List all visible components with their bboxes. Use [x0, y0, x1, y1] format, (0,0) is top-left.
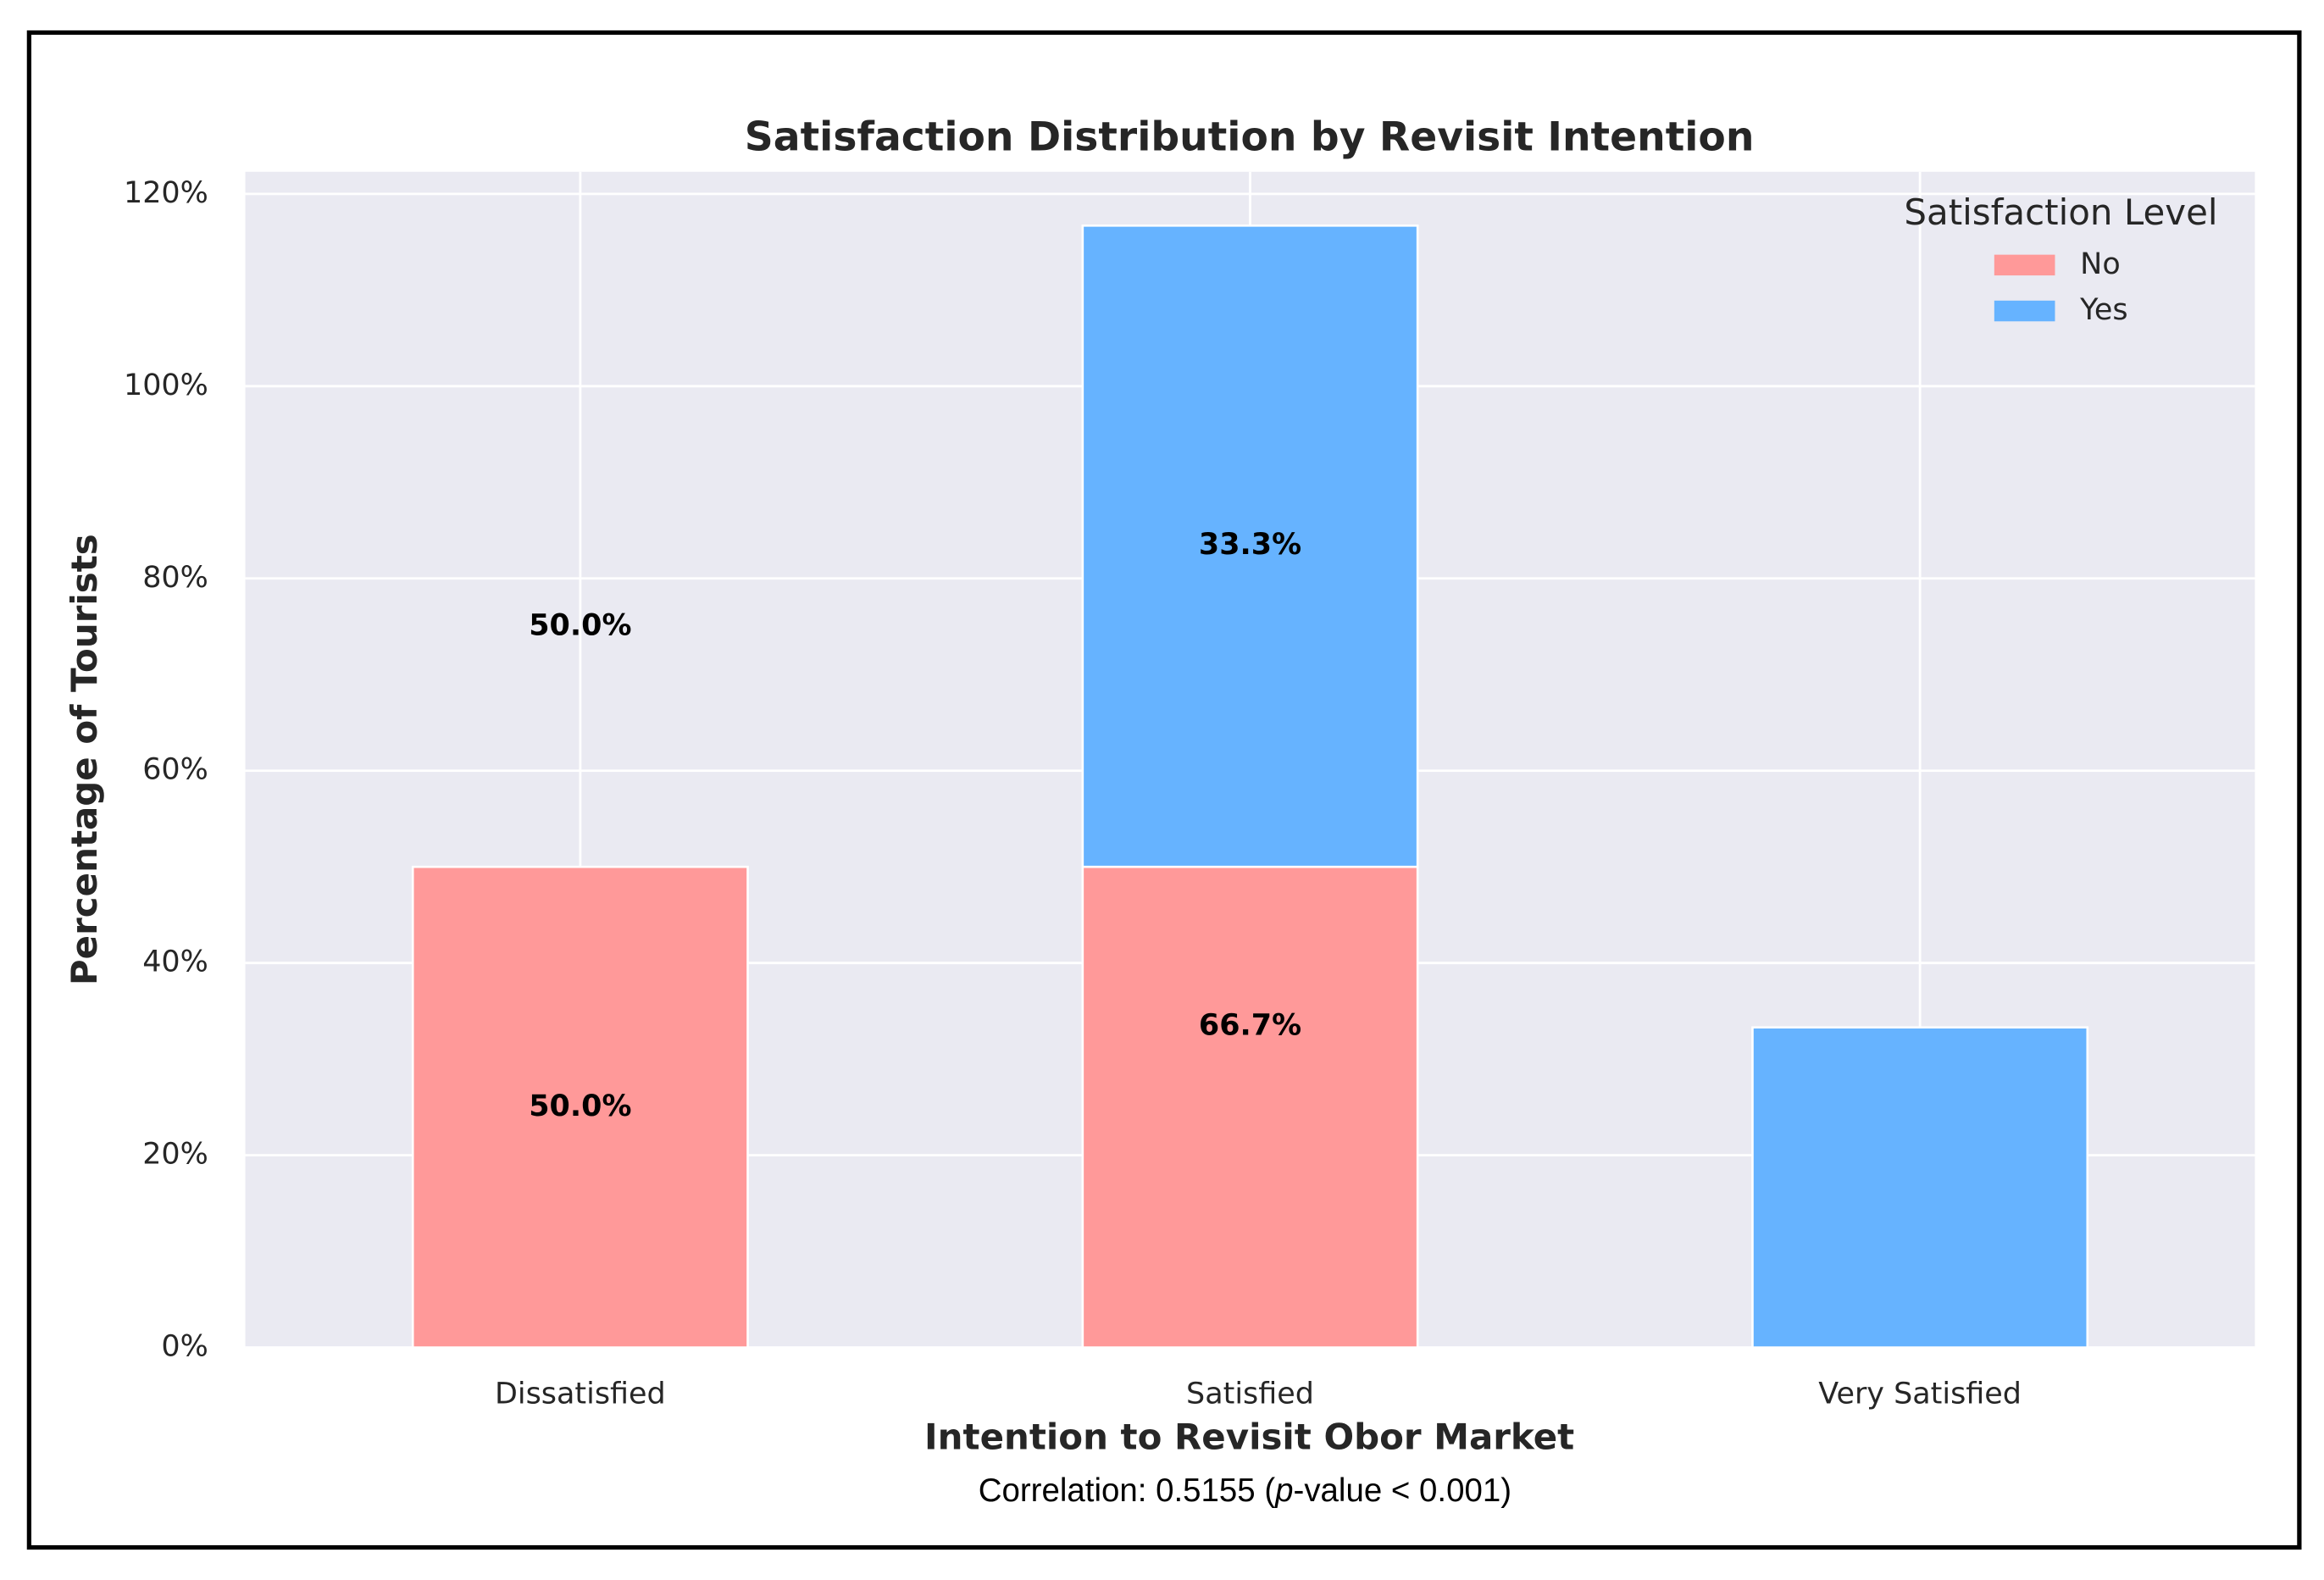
caption-part: -value < 0.001) [1294, 1472, 1511, 1509]
y-tick-label: 0% [161, 1330, 208, 1364]
y-tick-label: 20% [142, 1138, 208, 1172]
caption-part: Correlation: 0.5155 ( [979, 1472, 1276, 1509]
bar-annotation: 50.0% [529, 1089, 631, 1123]
x-tick-label: Very Satisfied [1818, 1378, 2022, 1411]
legend-swatch [1994, 254, 2055, 276]
chart-title: Satisfaction Distribution by Revisit Int… [745, 114, 1755, 160]
y-tick-label: 120% [124, 176, 208, 210]
marks [411, 224, 2089, 1349]
y-tick-label: 40% [142, 945, 208, 979]
bar-segment [1081, 224, 1419, 868]
bar-annotation: 50.0% [529, 609, 631, 643]
legend-title: Satisfaction Level [1904, 191, 2217, 233]
caption: Correlation: 0.5155 (p-value < 0.001) [979, 1472, 1511, 1509]
y-tick-label: 80% [142, 561, 208, 595]
bar-segment [1081, 865, 1419, 1349]
bar-annotation: 66.7% [1199, 1009, 1301, 1043]
y-tick-label: 60% [142, 753, 208, 787]
x-tick-label: Dissatisfied [495, 1378, 666, 1411]
bar-segment [1751, 1026, 2089, 1349]
x-axis-label: Intention to Revisit Obor Market [924, 1416, 1574, 1457]
bar-annotation: 33.3% [1199, 528, 1301, 562]
y-axis-label: Percentage of Tourists [64, 534, 105, 985]
x-tick-label: Satisfied [1186, 1378, 1314, 1411]
y-tick-label: 100% [124, 369, 208, 402]
legend-label: No [2080, 247, 2121, 281]
bar-segment [411, 865, 749, 1349]
legend-label: Yes [2079, 293, 2127, 327]
legend-swatch [1994, 300, 2055, 322]
caption-part: p [1274, 1472, 1293, 1509]
